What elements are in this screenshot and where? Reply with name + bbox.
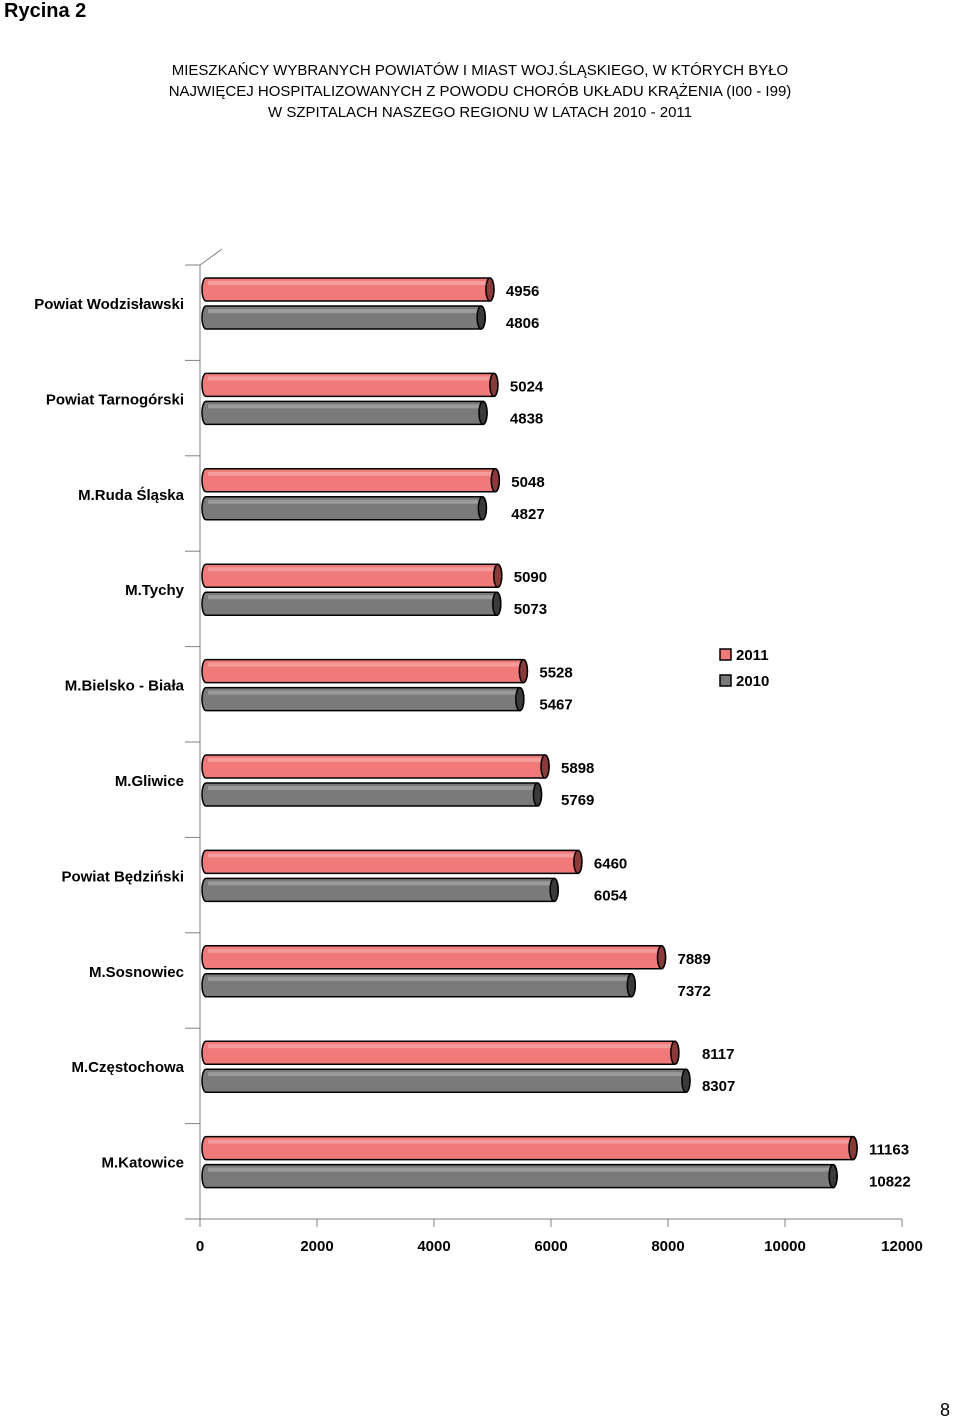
category-label-m-gliwice: M.Gliwice	[115, 773, 184, 790]
data-label-2010-m-tychy: 5073	[514, 601, 547, 618]
data-label-2010-m-katowice: 10822	[869, 1174, 911, 1191]
page-number: 8	[939, 1400, 950, 1420]
data-label-2010-powiat-tarnog-rski: 4838	[510, 410, 543, 427]
category-label-m-tychy: M.Tychy	[125, 582, 185, 599]
chart-title-line-3: W SZPITALACH NASZEGO REGIONU W LATACH 20…	[268, 104, 692, 121]
bar-2010-m-cz-stochowa	[201, 1068, 691, 1093]
data-label-2010-m-gliwice: 5769	[561, 792, 594, 809]
legend-swatch-2010	[719, 674, 732, 687]
x-tick-label-4000: 4000	[417, 1238, 450, 1255]
data-label-2011-m-ruda-l-ska: 5048	[511, 474, 544, 491]
data-label-2011-m-bielsko-bia-a: 5528	[539, 665, 572, 682]
legend-label-2011: 2011	[736, 647, 769, 664]
chart-title-line-2: NAJWIĘCEJ HOSPITALIZOWANYCH Z POWODU CHO…	[168, 83, 792, 100]
category-label-m-cz-stochowa: M.Częstochowa	[71, 1059, 184, 1076]
chart-title-line-1: MIESZKAŃCY WYBRANYCH POWIATÓW I MIAST WO…	[171, 62, 789, 79]
figure-label: Rycina 2	[4, 0, 87, 22]
data-label-2010-powiat-wodzis-awski: 4806	[506, 315, 539, 332]
category-label-m-sosnowiec: M.Sosnowiec	[89, 964, 184, 981]
data-label-2011-powiat-wodzis-awski: 4956	[506, 283, 539, 300]
bar-2010-m-tychy	[201, 591, 502, 616]
bar-2010-m-bielsko-bia-a	[201, 686, 525, 712]
x-tick-label-10000: 10000	[764, 1238, 806, 1255]
legend-label-2010: 2010	[736, 673, 769, 690]
data-label-2010-m-sosnowiec: 7372	[678, 983, 711, 1000]
bar-2011-m-gliwice	[201, 754, 550, 779]
category-label-powiat-wodzis-awski: Powiat Wodzisławski	[34, 296, 184, 313]
data-label-2011-m-katowice: 11163	[869, 1142, 909, 1159]
x-tick-label-0: 0	[196, 1238, 204, 1255]
bar-2010-m-ruda-l-ska	[201, 496, 488, 521]
x-tick-label-8000: 8000	[651, 1238, 684, 1255]
axis-depth-line	[199, 248, 223, 266]
bar-2011-m-tychy	[201, 563, 503, 588]
bar-2010-powiat-wodzis-awski	[201, 305, 486, 330]
category-label-powiat-b-dzi-ski: Powiat Będziński	[61, 868, 184, 885]
category-label-m-ruda-l-ska: M.Ruda Śląska	[78, 486, 185, 504]
bar-2010-m-katowice	[201, 1163, 838, 1189]
data-label-2011-m-tychy: 5090	[514, 569, 547, 586]
x-tick-label-2000: 2000	[300, 1238, 333, 1255]
bar-2011-m-ruda-l-ska	[201, 468, 501, 493]
bar-2010-powiat-b-dzi-ski	[201, 877, 559, 903]
bar-2010-m-gliwice	[201, 782, 543, 807]
data-label-2010-m-bielsko-bia-a: 5467	[539, 697, 572, 714]
x-tick-label-6000: 6000	[534, 1238, 567, 1255]
data-label-2011-powiat-b-dzi-ski: 6460	[594, 855, 627, 872]
bar-2010-m-sosnowiec	[201, 973, 637, 998]
data-label-2011-powiat-tarnog-rski: 5024	[510, 378, 544, 395]
legend-swatch-2011	[719, 648, 732, 661]
data-label-2010-m-ruda-l-ska: 4827	[511, 506, 544, 523]
bar-2011-m-katowice	[201, 1135, 858, 1161]
data-label-2011-m-cz-stochowa: 8117	[702, 1046, 735, 1063]
x-tick-label-12000: 12000	[881, 1238, 923, 1255]
data-label-2011-m-sosnowiec: 7889	[678, 951, 711, 968]
bar-2010-powiat-tarnog-rski	[201, 400, 488, 426]
data-label-2010-powiat-b-dzi-ski: 6054	[594, 887, 628, 904]
bar-2011-powiat-wodzis-awski	[201, 277, 495, 302]
bar-2011-powiat-b-dzi-ski	[201, 849, 583, 875]
category-label-powiat-tarnog-rski: Powiat Tarnogórski	[46, 391, 184, 408]
data-label-2011-m-gliwice: 5898	[561, 760, 594, 777]
bar-2011-m-bielsko-bia-a	[201, 658, 529, 684]
bar-2011-powiat-tarnog-rski	[201, 372, 499, 398]
category-label-m-katowice: M.Katowice	[101, 1155, 184, 1172]
bar-2011-m-cz-stochowa	[201, 1040, 680, 1065]
data-label-2010-m-cz-stochowa: 8307	[702, 1078, 735, 1095]
chart-title: MIESZKAŃCY WYBRANYCH POWIATÓW I MIAST WO…	[0, 60, 960, 123]
bar-2011-m-sosnowiec	[201, 945, 667, 970]
category-label-m-bielsko-bia-a: M.Bielsko - Biała	[65, 678, 185, 695]
